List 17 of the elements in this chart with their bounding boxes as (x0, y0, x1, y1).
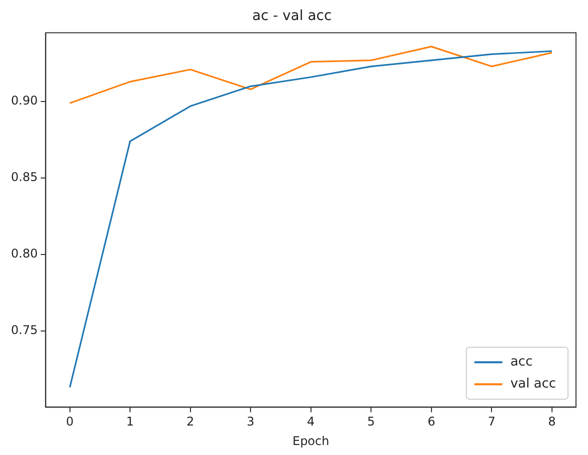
x-tick-label: 3 (246, 414, 254, 429)
chart-title: ac - val acc (252, 8, 332, 24)
legend-label: acc (510, 354, 533, 370)
x-tick-label: 8 (548, 414, 556, 429)
y-tick-label: 0.75 (11, 322, 38, 337)
x-axis-title: Epoch (292, 434, 330, 448)
x-tick-label: 7 (488, 414, 496, 429)
x-tick-label: 0 (66, 414, 74, 429)
y-tick-label: 0.90 (11, 94, 38, 108)
x-tick-label: 2 (186, 414, 194, 429)
y-tick-label: 0.80 (11, 246, 38, 261)
x-tick-label: 4 (307, 414, 315, 429)
x-tick-label: 6 (428, 414, 436, 429)
y-tick-label: 0.85 (11, 170, 38, 184)
x-tick-label: 1 (126, 414, 134, 429)
x-tick-label: 5 (367, 414, 375, 429)
legend-label: val acc (510, 376, 556, 392)
